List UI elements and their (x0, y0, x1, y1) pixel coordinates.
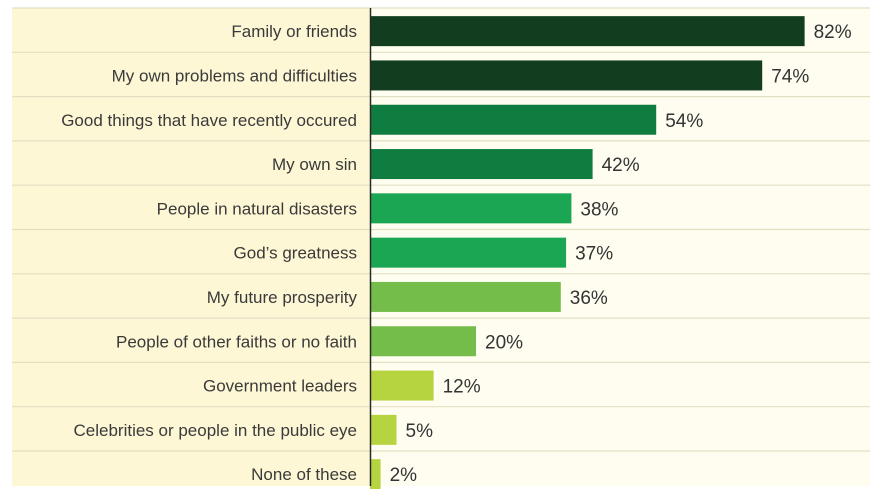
value-label: 20% (485, 332, 523, 353)
category-label: Good things that have recently occured (61, 111, 357, 130)
value-label: 37% (575, 244, 613, 265)
value-label: 38% (580, 199, 618, 220)
row-dividers (12, 7, 870, 452)
bar (370, 326, 476, 357)
category-label: My future prosperity (207, 288, 358, 307)
value-label: 12% (443, 377, 481, 398)
value-label: 36% (570, 288, 608, 309)
category-label: None of these (251, 465, 357, 484)
bar (370, 60, 763, 91)
value-label: 2% (390, 465, 418, 486)
bars (370, 16, 805, 489)
category-label: My own sin (272, 155, 357, 174)
category-label: Government leaders (203, 377, 357, 396)
category-label: My own problems and difficulties (112, 66, 357, 85)
category-label: Family or friends (231, 22, 357, 41)
bar (370, 193, 572, 224)
value-labels: 82% 74% 54% 42% 38% 37% 36% 20% 12% 5% 2% (390, 22, 852, 486)
category-label: Celebrities or people in the public eye (73, 421, 357, 440)
bar (370, 281, 561, 312)
value-label: 42% (602, 155, 640, 176)
bar (370, 16, 805, 47)
category-label: People in natural disasters (157, 199, 357, 218)
bar (370, 414, 397, 445)
bar (370, 237, 567, 268)
value-label: 5% (406, 421, 434, 442)
value-label: 54% (665, 111, 703, 132)
bar (370, 370, 434, 401)
bar (370, 104, 657, 135)
value-label: 82% (814, 22, 852, 43)
bar (370, 459, 381, 489)
category-label: God’s greatness (234, 244, 357, 263)
value-label: 74% (771, 66, 809, 87)
category-label: People of other faiths or no faith (116, 332, 357, 351)
category-labels: Family or friends My own problems and dif… (61, 22, 357, 484)
bar (370, 149, 593, 180)
